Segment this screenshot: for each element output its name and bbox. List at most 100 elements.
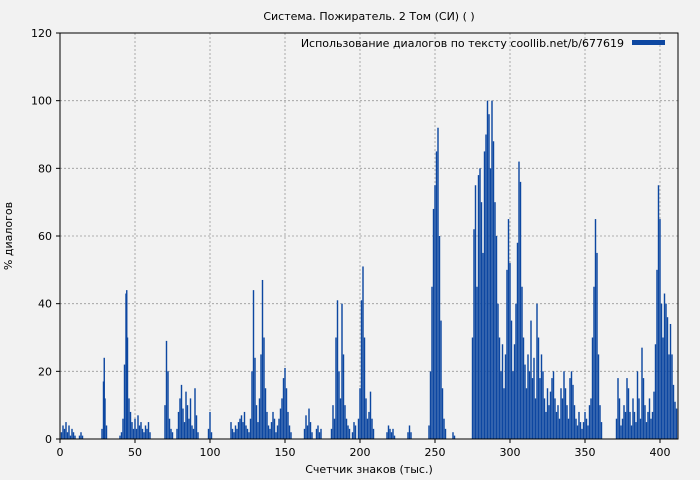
bar: [434, 185, 436, 439]
bar: [210, 432, 213, 439]
bar: [365, 398, 367, 439]
bar: [444, 428, 447, 439]
bar: [348, 428, 351, 439]
bar: [647, 411, 649, 439]
x-axis-ticks: 0 50 100 150 200 250 300 350 400: [57, 439, 671, 459]
bar: [281, 398, 283, 439]
bar: [548, 405, 550, 439]
bar: [366, 418, 369, 439]
bar: [143, 432, 145, 439]
bar: [489, 168, 492, 439]
bar: [170, 428, 172, 439]
x-tick-label: 50: [128, 446, 142, 459]
bar: [72, 432, 75, 439]
bar: [561, 398, 564, 439]
bar: [581, 428, 583, 439]
bar: [339, 398, 342, 439]
bar: [60, 432, 63, 439]
bar: [506, 269, 508, 439]
x-tick-label: 100: [200, 446, 221, 459]
bar: [653, 391, 655, 439]
bar: [351, 432, 354, 439]
bar: [659, 219, 661, 439]
y-tick-label: 120: [31, 27, 52, 40]
bar: [318, 432, 321, 439]
bar: [254, 357, 256, 439]
bar: [135, 428, 138, 439]
bar: [627, 388, 630, 439]
bar: [258, 398, 261, 439]
y-tick-label: 80: [38, 162, 52, 175]
bar: [233, 432, 235, 439]
bar: [575, 418, 577, 439]
bar: [354, 425, 357, 439]
bar: [332, 405, 334, 439]
bar: [629, 411, 631, 439]
bar: [543, 398, 546, 439]
bar: [123, 364, 126, 439]
bar: [437, 127, 439, 439]
bar: [671, 354, 673, 439]
bar: [669, 323, 672, 439]
bar: [615, 418, 618, 439]
bar: [564, 388, 567, 439]
bar: [557, 405, 559, 439]
bar: [128, 398, 130, 439]
bar: [74, 435, 76, 439]
bar: [140, 422, 142, 439]
bar: [588, 405, 591, 439]
bar: [507, 219, 510, 439]
bar: [630, 425, 633, 439]
bar: [189, 398, 192, 439]
bar: [188, 418, 190, 439]
bar: [131, 422, 133, 439]
bar: [527, 354, 529, 439]
bar: [569, 378, 571, 439]
bar: [572, 384, 574, 439]
bar: [593, 286, 595, 439]
bar: [134, 418, 136, 439]
y-tick-label: 0: [45, 433, 52, 446]
bar: [264, 388, 267, 439]
bar: [122, 418, 124, 439]
bar: [336, 300, 339, 439]
bar: [479, 168, 481, 439]
bar: [521, 286, 523, 439]
bar: [440, 320, 442, 439]
bar: [590, 398, 592, 439]
bar: [315, 428, 318, 439]
bar: [197, 432, 199, 439]
bar: [359, 388, 361, 439]
bar: [639, 418, 642, 439]
bar: [633, 411, 636, 439]
bar: [483, 151, 486, 440]
bar: [177, 411, 180, 439]
bar: [492, 141, 495, 439]
bar: [275, 432, 277, 439]
x-tick-label: 200: [350, 446, 371, 459]
bar: [636, 371, 639, 439]
bar: [510, 320, 513, 439]
bar: [476, 286, 478, 439]
bar: [248, 432, 250, 439]
bar: [372, 428, 375, 439]
bar: [485, 134, 487, 439]
bar: [353, 422, 355, 439]
bar: [533, 357, 535, 439]
bar: [168, 418, 171, 439]
bar: [230, 422, 232, 439]
bar: [363, 337, 366, 439]
bar: [285, 388, 288, 439]
bar: [105, 425, 108, 439]
bar: [498, 337, 501, 439]
bar: [530, 320, 532, 439]
bar: [104, 398, 106, 439]
bar: [668, 354, 670, 439]
bar: [536, 303, 538, 439]
bar: [287, 411, 289, 439]
bar: [320, 428, 322, 439]
bar: [65, 422, 67, 439]
y-tick-label: 60: [38, 230, 52, 243]
bar: [119, 435, 121, 439]
bar: [276, 425, 279, 439]
